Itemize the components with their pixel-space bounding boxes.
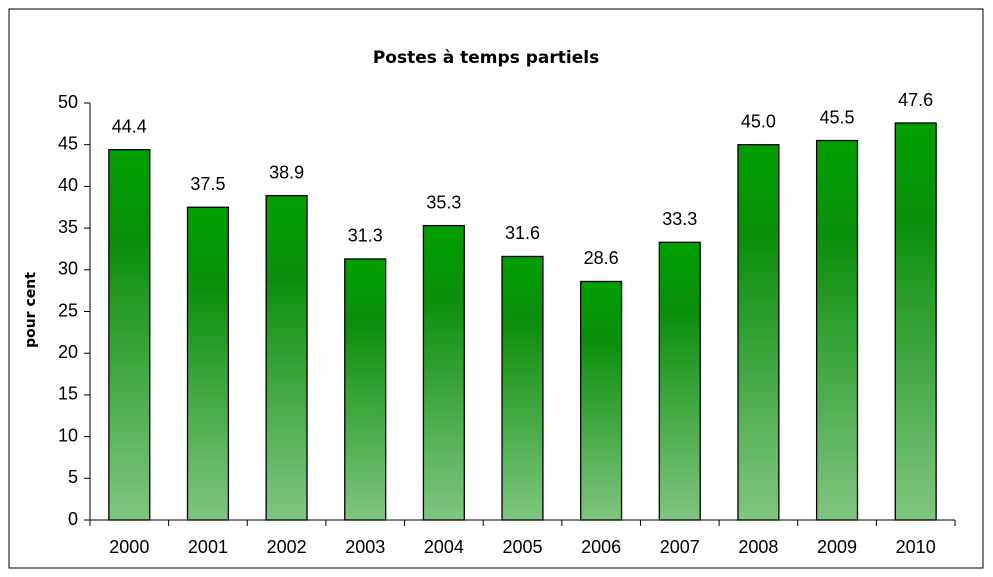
bar xyxy=(815,139,859,521)
y-tick-label: 40 xyxy=(58,175,78,195)
y-tick-label: 5 xyxy=(68,467,78,487)
x-tick-label: 2007 xyxy=(660,537,700,557)
x-tick-label: 2008 xyxy=(738,537,778,557)
data-label: 28.6 xyxy=(584,248,619,268)
x-tick-label: 2001 xyxy=(188,537,228,557)
bar xyxy=(344,258,387,521)
bar xyxy=(580,280,623,521)
x-tick-label: 2005 xyxy=(502,537,542,557)
bar xyxy=(501,255,544,521)
x-tick-label: 2010 xyxy=(896,537,936,557)
bar xyxy=(265,194,308,521)
y-tick-label: 25 xyxy=(58,300,78,320)
data-label: 44.4 xyxy=(112,116,147,136)
x-tick-label: 2006 xyxy=(581,537,621,557)
y-tick-label: 15 xyxy=(58,384,78,404)
y-tick-label: 20 xyxy=(58,342,78,362)
x-tick-label: 2004 xyxy=(424,537,464,557)
data-label: 45.0 xyxy=(741,111,776,131)
data-label: 31.6 xyxy=(505,223,540,243)
data-label: 31.3 xyxy=(348,226,383,246)
x-tick-label: 2002 xyxy=(267,537,307,557)
bar xyxy=(186,206,230,521)
y-tick-label: 0 xyxy=(68,509,78,529)
bar xyxy=(108,149,151,521)
bar xyxy=(422,224,465,521)
data-label: 35.3 xyxy=(426,192,461,212)
bar xyxy=(658,241,701,521)
y-tick-label: 35 xyxy=(58,217,78,237)
chart-title: Postes à temps partiels xyxy=(373,48,599,68)
y-tick-label: 30 xyxy=(58,259,78,279)
x-tick-label: 2000 xyxy=(109,537,149,557)
bar xyxy=(737,144,780,521)
y-tick-label: 45 xyxy=(58,133,78,153)
y-tick-label: 10 xyxy=(58,425,78,445)
y-tick-label: 50 xyxy=(58,92,78,112)
data-label: 38.9 xyxy=(269,162,304,182)
data-label: 37.5 xyxy=(190,174,225,194)
y-axis-label: pour cent xyxy=(23,272,39,348)
data-label: 33.3 xyxy=(662,209,697,229)
x-tick-label: 2009 xyxy=(817,537,857,557)
bar xyxy=(894,122,937,521)
data-label: 47.6 xyxy=(898,90,933,110)
data-label: 45.5 xyxy=(820,107,855,127)
x-tick-label: 2003 xyxy=(345,537,385,557)
